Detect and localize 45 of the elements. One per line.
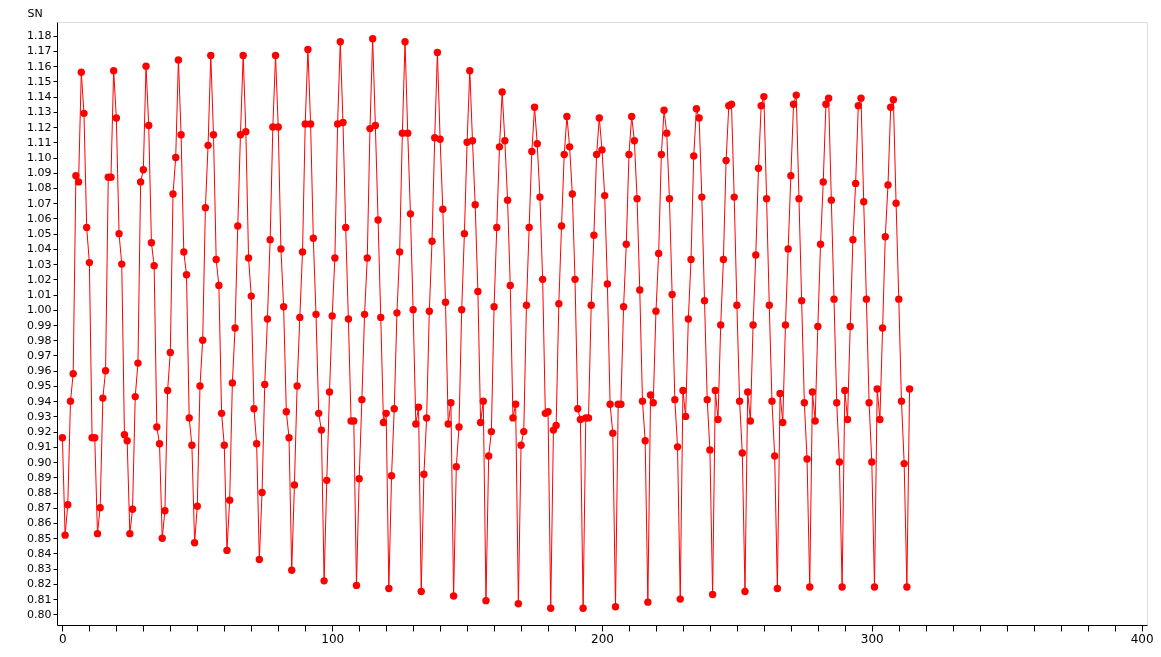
y-tick-label: 1.06 bbox=[27, 211, 52, 225]
y-tick-label: 0.81 bbox=[27, 592, 52, 606]
y-tick-label: 0.80 bbox=[27, 607, 52, 621]
y-tick-label: 1.05 bbox=[27, 227, 52, 241]
y-tick-label: 1.00 bbox=[27, 303, 52, 317]
y-tick-label: 1.04 bbox=[27, 242, 52, 256]
x-tick-label: 300 bbox=[860, 631, 884, 646]
y-tick-label: 1.02 bbox=[27, 272, 52, 286]
y-tick-label: 1.01 bbox=[27, 288, 52, 302]
y-tick-label: 1.08 bbox=[27, 181, 52, 195]
y-tick-label: 1.10 bbox=[27, 151, 52, 165]
x-tick-label: 100 bbox=[321, 631, 345, 646]
y-tick-label: 1.15 bbox=[27, 74, 52, 88]
y-tick-label: 0.90 bbox=[27, 455, 52, 469]
y-tick-label: 0.83 bbox=[27, 562, 52, 576]
y-tick-label: 0.92 bbox=[27, 425, 52, 439]
y-tick-label: 0.97 bbox=[27, 348, 52, 362]
y-tick-label: 1.14 bbox=[27, 90, 52, 104]
y-tick-label: 1.09 bbox=[27, 166, 52, 180]
y-tick-label: 1.13 bbox=[27, 105, 52, 119]
y-tick-label: 0.86 bbox=[27, 516, 52, 530]
y-tick-label: 0.96 bbox=[27, 364, 52, 378]
y-axis-title: SN bbox=[27, 6, 43, 20]
y-tick-label: 0.93 bbox=[27, 409, 52, 423]
y-tick-label: 0.87 bbox=[27, 501, 52, 515]
y-tick-label: 1.03 bbox=[27, 257, 52, 271]
y-tick-label: 0.88 bbox=[27, 486, 52, 500]
y-tick-label: 0.84 bbox=[27, 546, 52, 560]
y-tick-label: 0.99 bbox=[27, 318, 52, 332]
y-tick-label: 0.82 bbox=[27, 577, 52, 591]
y-tick-label: 1.17 bbox=[27, 44, 52, 58]
y-tick-label: 0.98 bbox=[27, 333, 52, 347]
x-tick-label: 200 bbox=[591, 631, 614, 646]
y-tick-label: 1.11 bbox=[27, 135, 52, 149]
y-tick-label: 0.85 bbox=[27, 531, 52, 545]
y-tick-label: 0.94 bbox=[27, 394, 52, 408]
y-tick-label: 0.91 bbox=[27, 440, 52, 454]
y-tick-label: 1.07 bbox=[27, 196, 52, 210]
y-tick-label: 1.12 bbox=[27, 120, 52, 134]
y-tick-label: 0.95 bbox=[27, 379, 52, 393]
x-tick-label: 400 bbox=[1130, 631, 1154, 646]
y-tick-label: 1.16 bbox=[27, 59, 52, 73]
x-tick-label: 0 bbox=[59, 631, 67, 646]
y-tick-label: 0.89 bbox=[27, 470, 52, 484]
y-tick-label: 1.18 bbox=[27, 29, 52, 43]
